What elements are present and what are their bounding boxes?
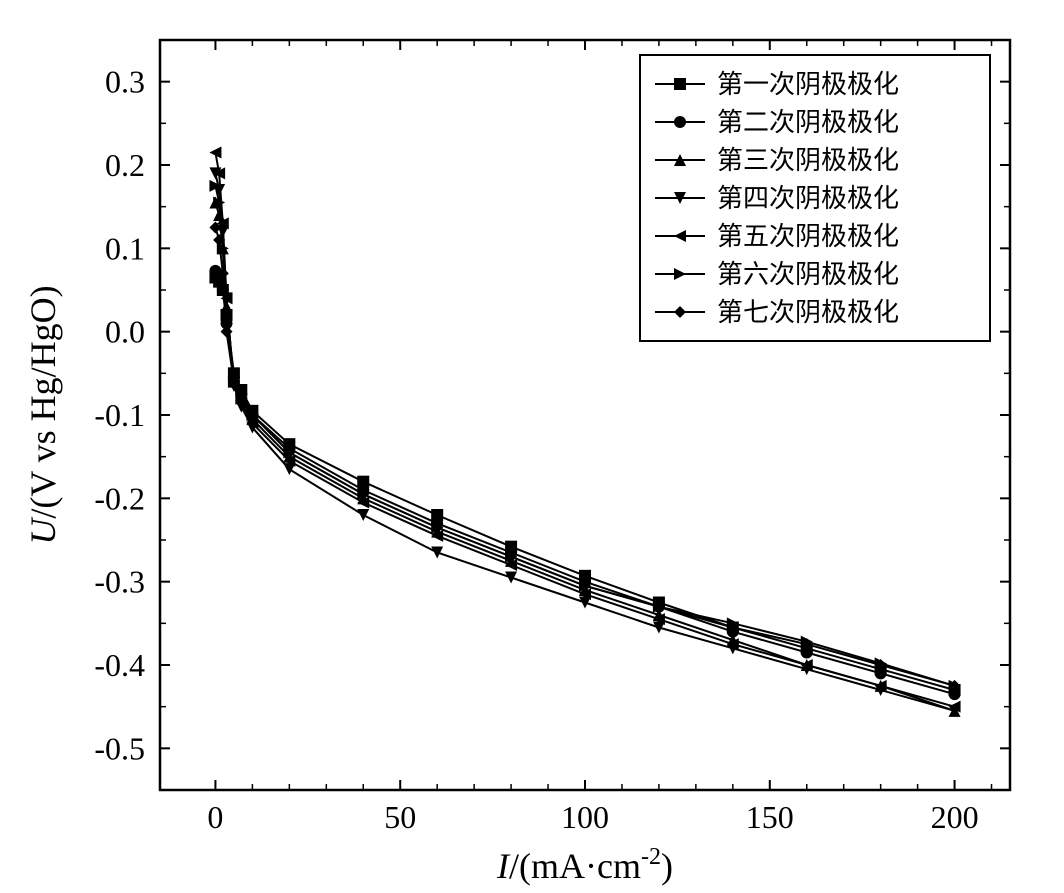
x-axis-label: I/(mA·cm-2) [496,844,673,886]
legend-label: 第六次阴极极化 [717,260,899,289]
y-axis-label: U/(V vs Hg/HgO) [23,285,63,544]
y-tick-label: 0.1 [105,230,145,266]
legend-label: 第七次阴极极化 [717,298,899,327]
y-tick-label: 0.0 [105,314,145,350]
y-tick-label: 0.3 [105,64,145,100]
legend-label: 第二次阴极极化 [717,108,899,137]
y-tick-label: -0.1 [94,397,145,433]
legend-label: 第五次阴极极化 [717,222,899,251]
y-tick-label: 0.2 [105,147,145,183]
legend: 第一次阴极极化第二次阴极极化第三次阴极极化第四次阴极极化第五次阴极极化第六次阴极… [640,55,990,341]
x-tick-label: 0 [207,799,223,835]
legend-label: 第四次阴极极化 [717,184,899,213]
x-tick-label: 200 [931,799,979,835]
polarization-chart: 0 50 100 150 200 -0.5 -0.4 -0.3 -0.2 -0.1 0.0 0.1 0.… [0,0,1064,893]
y-tick-label: -0.2 [94,480,145,516]
y-tick-label: -0.5 [94,730,145,766]
x-tick-label: 150 [746,799,794,835]
y-tick-label: -0.4 [94,647,145,683]
x-tick-label: 50 [384,799,416,835]
legend-label: 第三次阴极极化 [717,146,899,175]
x-tick-label: 100 [561,799,609,835]
y-tick-label: -0.3 [94,564,145,600]
chart-container: 0 50 100 150 200 -0.5 -0.4 -0.3 -0.2 -0.1 0.0 0.1 0.… [0,0,1064,893]
legend-label: 第一次阴极极化 [717,70,899,99]
